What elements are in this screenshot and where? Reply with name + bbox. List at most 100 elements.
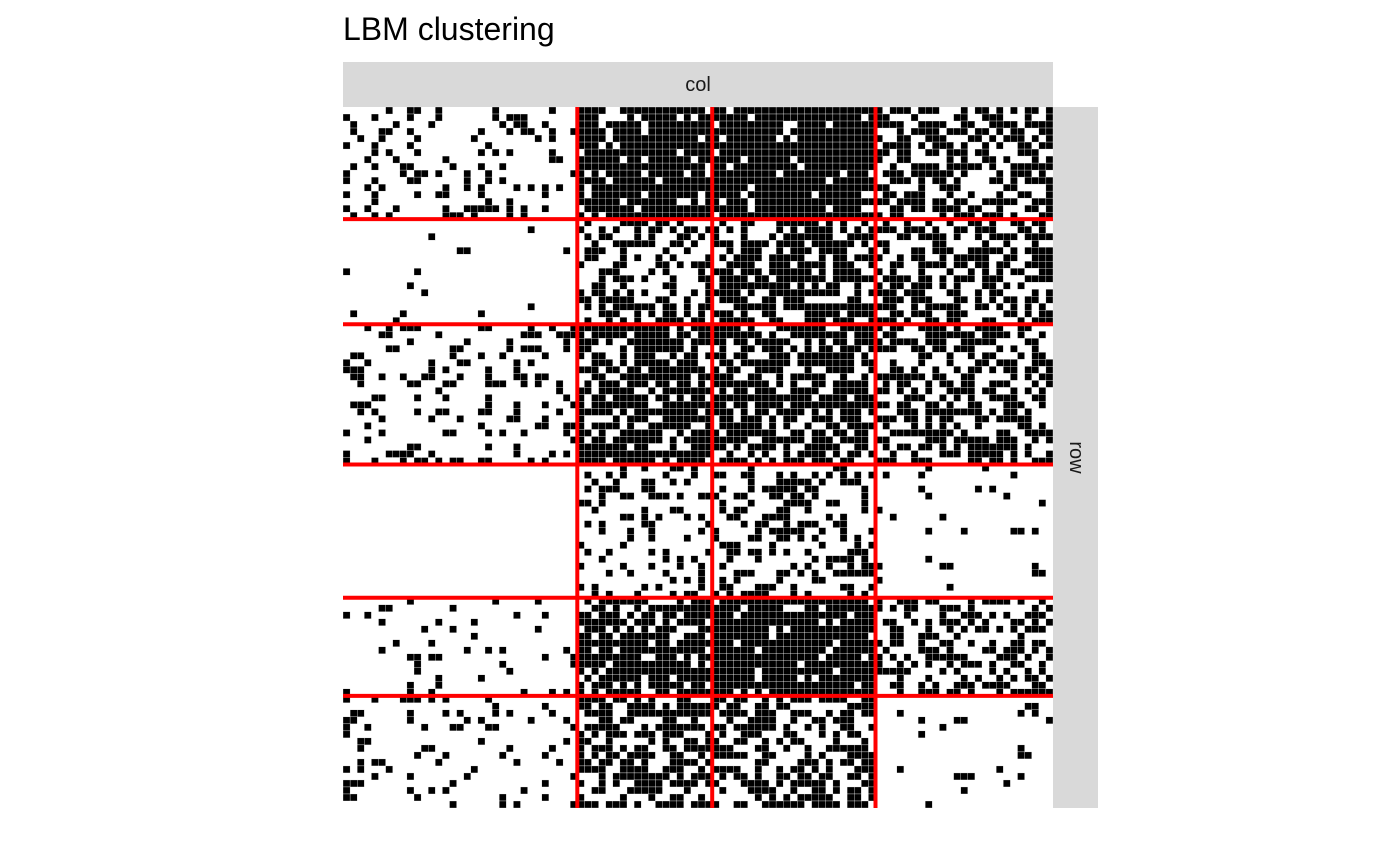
heatmap-cell (825, 562, 834, 570)
heatmap-cell (818, 120, 826, 129)
heatmap-cell (378, 331, 386, 339)
heatmap-cell (527, 303, 535, 311)
heatmap-cell (939, 653, 947, 661)
heatmap-cell (882, 415, 890, 423)
heatmap-cell (413, 148, 422, 157)
heatmap-cell (797, 478, 805, 486)
heatmap-cell (662, 183, 670, 192)
heatmap-cell (357, 744, 365, 753)
heatmap-cell (783, 289, 791, 297)
heatmap-cell (861, 233, 869, 241)
heatmap-cell (534, 134, 542, 143)
heatmap-cell (747, 422, 755, 430)
heatmap-cell (619, 190, 628, 199)
heatmap-cell (953, 436, 961, 444)
heatmap-cell (932, 197, 940, 206)
heatmap-cell (513, 611, 521, 619)
heatmap-cell (584, 450, 592, 458)
heatmap-cell (662, 492, 670, 500)
heatmap-cell (662, 555, 670, 563)
heatmap-cell (882, 646, 890, 654)
heatmap-cell (1045, 366, 1054, 374)
heatmap-cell (633, 436, 642, 444)
heatmap-cell (818, 134, 826, 143)
heatmap-cell (981, 331, 990, 339)
heatmap-cell (988, 408, 997, 416)
heatmap-cell (626, 625, 635, 633)
heatmap-cell (690, 611, 699, 619)
heatmap-cell (690, 183, 699, 192)
heatmap-cell (896, 261, 905, 269)
heatmap-cell (591, 113, 599, 122)
heatmap-cell (683, 247, 692, 255)
heatmap-cell (804, 183, 812, 192)
heatmap-cell (939, 247, 947, 255)
heatmap-cell (655, 113, 663, 122)
heatmap-cell (633, 106, 642, 115)
heatmap-cell (740, 422, 748, 430)
heatmap-cell (719, 653, 727, 661)
heatmap-cell (697, 120, 706, 129)
heatmap-cell (548, 744, 557, 753)
heatmap-cell (832, 520, 841, 528)
heatmap-cell (939, 204, 947, 213)
heatmap-cell (612, 183, 621, 192)
heatmap-cell (811, 779, 819, 788)
heatmap-cell (811, 569, 819, 577)
heatmap-cell (932, 303, 940, 311)
heatmap-cell (804, 233, 812, 241)
heatmap-cell (839, 660, 848, 668)
heatmap-cell (342, 141, 351, 150)
heatmap-cell (775, 513, 784, 521)
heatmap-cell (761, 296, 770, 304)
heatmap-cell (953, 197, 961, 206)
heatmap-cell (726, 422, 734, 430)
heatmap-cell (846, 478, 855, 486)
heatmap-cell (846, 422, 855, 430)
heatmap-cell (846, 359, 855, 367)
heatmap-cell (1017, 401, 1025, 409)
heatmap-cell (846, 730, 855, 739)
heatmap-cell (449, 779, 457, 788)
heatmap-cell (797, 373, 805, 381)
heatmap-cell (648, 352, 656, 360)
heatmap-cell (988, 282, 997, 290)
heatmap-cell (612, 751, 621, 760)
heatmap-cell (740, 611, 748, 619)
heatmap-cell (619, 359, 628, 367)
heatmap-cell (662, 338, 670, 346)
heatmap-cell (591, 141, 599, 150)
heatmap-cell (555, 155, 564, 164)
heatmap-cell (733, 513, 741, 521)
heatmap-cell (697, 744, 706, 753)
heatmap-cell (349, 373, 358, 381)
heatmap-cell (1010, 618, 1018, 626)
heatmap-cell (506, 415, 514, 423)
heatmap-cell (719, 204, 727, 213)
heatmap-cell (726, 394, 734, 402)
heatmap-cell (1024, 450, 1032, 458)
heatmap-cell (641, 289, 649, 297)
heatmap-cell (797, 394, 805, 402)
heatmap-cell (896, 401, 905, 409)
heatmap-cell (733, 141, 741, 150)
heatmap-cell (726, 296, 734, 304)
heatmap-cell (981, 127, 990, 136)
heatmap-cell (655, 106, 663, 115)
heatmap-cell (825, 443, 834, 451)
heatmap-cell (598, 681, 606, 689)
heatmap-cell (591, 709, 599, 718)
heatmap-cell (974, 247, 983, 255)
heatmap-cell (996, 450, 1004, 458)
heatmap-cell (541, 190, 550, 199)
heatmap-cell (690, 127, 699, 136)
heatmap-cell (591, 639, 599, 647)
heatmap-cell (761, 345, 770, 353)
heatmap-cell (683, 450, 692, 458)
heatmap-cell (655, 709, 663, 718)
heatmap-cell (946, 646, 954, 654)
heatmap-cell (960, 254, 968, 262)
heatmap-cell (633, 176, 642, 185)
heatmap-cell (605, 233, 613, 241)
heatmap-cell (747, 247, 755, 255)
